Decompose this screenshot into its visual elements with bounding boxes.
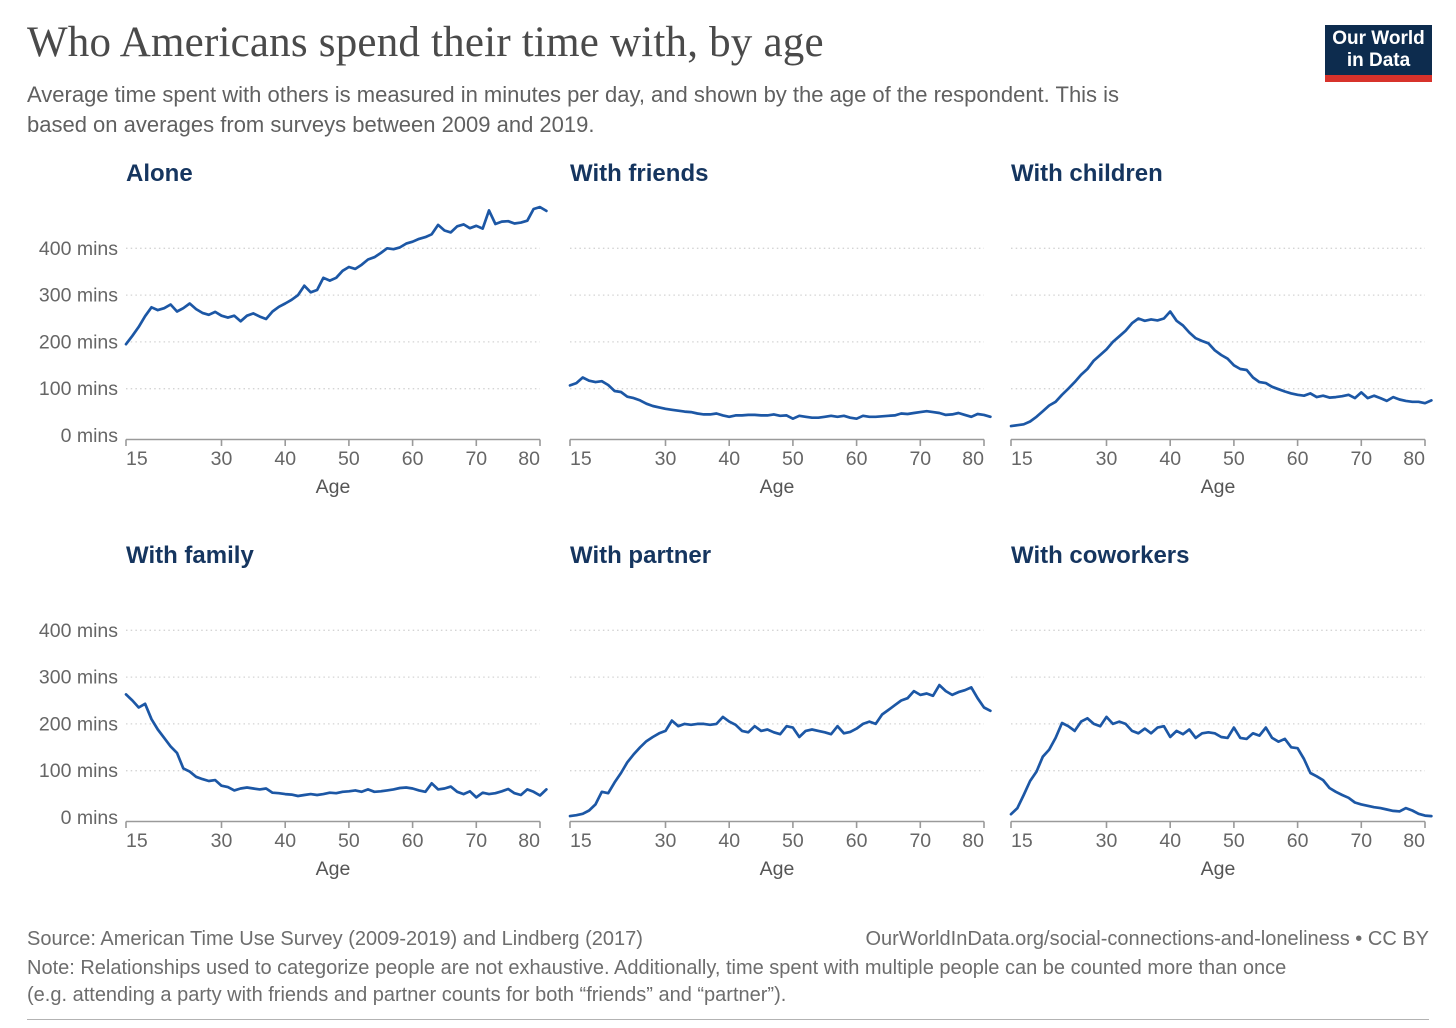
x-tick-label: 40 — [1159, 448, 1181, 470]
x-axis-title: Age — [316, 476, 351, 498]
chart-title-with-partner: With partner — [570, 542, 712, 569]
x-tick-label: 70 — [1350, 830, 1372, 852]
chart-alone-svg: 15 30 40 50 60 70 80 0 mins 100 mins 200 mins 300 … — [39, 205, 548, 498]
data-line — [124, 205, 548, 346]
owid-logo-line2: in Data — [1346, 50, 1411, 71]
x-tick-label: 80 — [962, 448, 984, 470]
x-tick-label: 60 — [846, 830, 868, 852]
footer-source: Source: American Time Use Survey (2009-2… — [27, 928, 643, 950]
x-tick-label: 40 — [274, 448, 296, 470]
y-tick-label: 400 mins — [39, 238, 118, 260]
x-tick-label: 50 — [1223, 448, 1245, 470]
page-title: Who Americans spend their time with, by … — [27, 19, 824, 66]
x-tick-label: 60 — [846, 448, 868, 470]
x-tick-label: 60 — [1287, 448, 1309, 470]
x-tick-label: 30 — [211, 448, 233, 470]
x-tick-label: 40 — [274, 830, 296, 852]
footer-row: Source: American Time Use Survey (2009-2… — [27, 928, 1429, 951]
y-tick-label: 100 mins — [39, 760, 118, 782]
data-line — [568, 376, 992, 421]
x-tick-label: 60 — [402, 448, 424, 470]
chart-with-coworkers-svg: 15 30 40 50 60 70 80 Age — [1009, 629, 1433, 880]
y-tick-label: 200 mins — [39, 331, 118, 353]
x-tick-label: 60 — [402, 830, 424, 852]
x-axis-title: Age — [760, 476, 795, 498]
chart-title-with-coworkers: With coworkers — [1011, 542, 1190, 569]
x-tick-label: 15 — [126, 448, 148, 470]
chart-title-with-family: With family — [126, 542, 254, 569]
chart-with-friends-svg: 15 30 40 50 60 70 80 Age — [568, 247, 992, 498]
x-tick-label: 80 — [518, 830, 540, 852]
x-tick-label: 40 — [1159, 830, 1181, 852]
y-tick-label: 0 mins — [61, 425, 119, 447]
x-tick-label: 80 — [518, 448, 540, 470]
y-tick-label: 0 mins — [61, 807, 119, 829]
x-tick-label: 15 — [1011, 448, 1033, 470]
chart-with-children-svg: 15 30 40 50 60 70 80 Age — [1009, 247, 1433, 498]
footer-note: Note: Relationships used to categorize p… — [27, 957, 1287, 1006]
chart-title-with-children: With children — [1011, 160, 1163, 187]
x-tick-label: 50 — [338, 448, 360, 470]
data-line — [1009, 310, 1433, 428]
x-tick-label: 40 — [718, 448, 740, 470]
data-line — [124, 693, 548, 799]
x-tick-label: 15 — [1011, 830, 1033, 852]
x-axis-title: Age — [1201, 476, 1236, 498]
x-tick-label: 30 — [655, 830, 677, 852]
x-tick-label: 15 — [570, 448, 592, 470]
data-line — [1009, 715, 1433, 818]
x-tick-label: 30 — [1096, 830, 1118, 852]
y-tick-label: 200 mins — [39, 713, 118, 735]
x-tick-label: 50 — [782, 448, 804, 470]
y-tick-label: 300 mins — [39, 667, 118, 689]
x-tick-label: 30 — [1096, 448, 1118, 470]
y-tick-label: 400 mins — [39, 620, 118, 642]
x-tick-label: 50 — [1223, 830, 1245, 852]
x-tick-label: 60 — [1287, 830, 1309, 852]
page-subtitle: Average time spent with others is measur… — [27, 82, 1120, 137]
y-tick-label: 100 mins — [39, 378, 118, 400]
owid-logo-line1: Our World — [1332, 28, 1425, 49]
x-axis-title: Age — [316, 858, 351, 880]
owid-logo: Our World in Data — [1325, 25, 1432, 82]
x-tick-label: 70 — [909, 448, 931, 470]
x-tick-label: 30 — [655, 448, 677, 470]
x-axis-title: Age — [1201, 858, 1236, 880]
chart-title-alone: Alone — [126, 160, 193, 187]
x-tick-label: 80 — [962, 830, 984, 852]
x-tick-label: 30 — [211, 830, 233, 852]
y-tick-label: 300 mins — [39, 285, 118, 307]
data-line — [568, 683, 992, 818]
chart-with-partner-svg: 15 30 40 50 60 70 80 Age — [568, 629, 992, 880]
x-axis-title: Age — [760, 858, 795, 880]
chart-title-with-friends: With friends — [570, 160, 709, 187]
x-tick-label: 70 — [1350, 448, 1372, 470]
x-tick-label: 80 — [1403, 448, 1425, 470]
footer-divider — [27, 1019, 1429, 1020]
x-tick-label: 15 — [126, 830, 148, 852]
x-tick-label: 70 — [465, 830, 487, 852]
x-tick-label: 50 — [782, 830, 804, 852]
chart-with-family-svg: 15 30 40 50 60 70 80 0 mins 100 mins 200 mins 300 … — [39, 620, 548, 880]
x-tick-label: 70 — [465, 448, 487, 470]
footer-link[interactable]: OurWorldInData.org/social-connections-an… — [865, 928, 1429, 950]
x-tick-label: 15 — [570, 830, 592, 852]
x-tick-label: 80 — [1403, 830, 1425, 852]
x-tick-label: 40 — [718, 830, 740, 852]
x-tick-label: 70 — [909, 830, 931, 852]
x-tick-label: 50 — [338, 830, 360, 852]
